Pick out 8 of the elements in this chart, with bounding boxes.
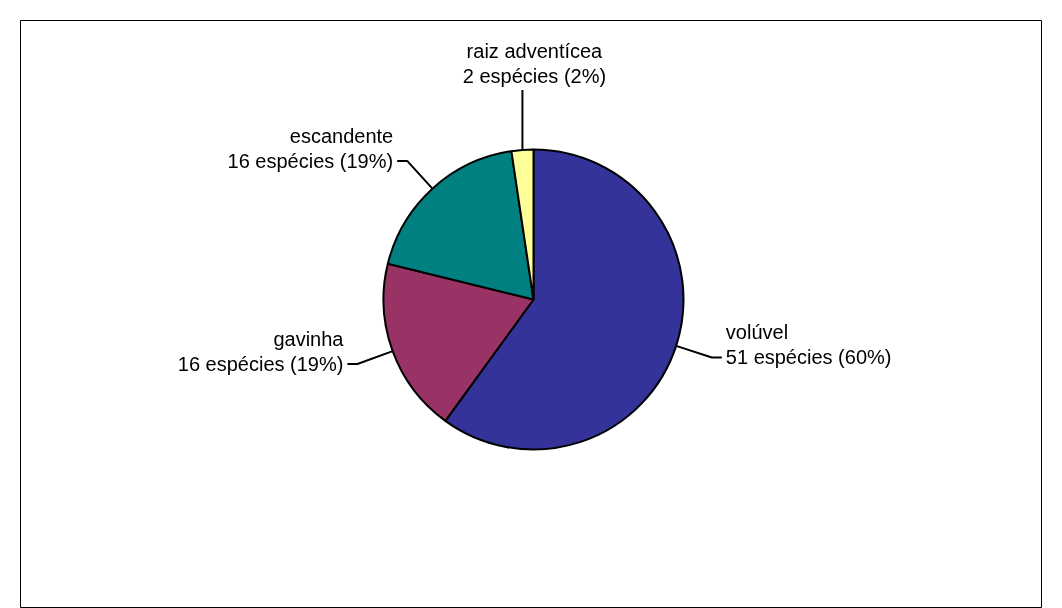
data-label: 16 espécies (19%): [177, 352, 344, 375]
slice-label: gavinha: [273, 327, 345, 350]
data-label: 51 espécies (60%): [725, 346, 892, 369]
data-label: 16 espécies (19%): [227, 149, 394, 172]
data-label: 2 espécies (2%): [462, 65, 607, 88]
slice-label: volúvel: [725, 321, 789, 344]
slice-label: escandente: [289, 124, 394, 147]
slice-label: raiz adventícea: [466, 40, 604, 63]
